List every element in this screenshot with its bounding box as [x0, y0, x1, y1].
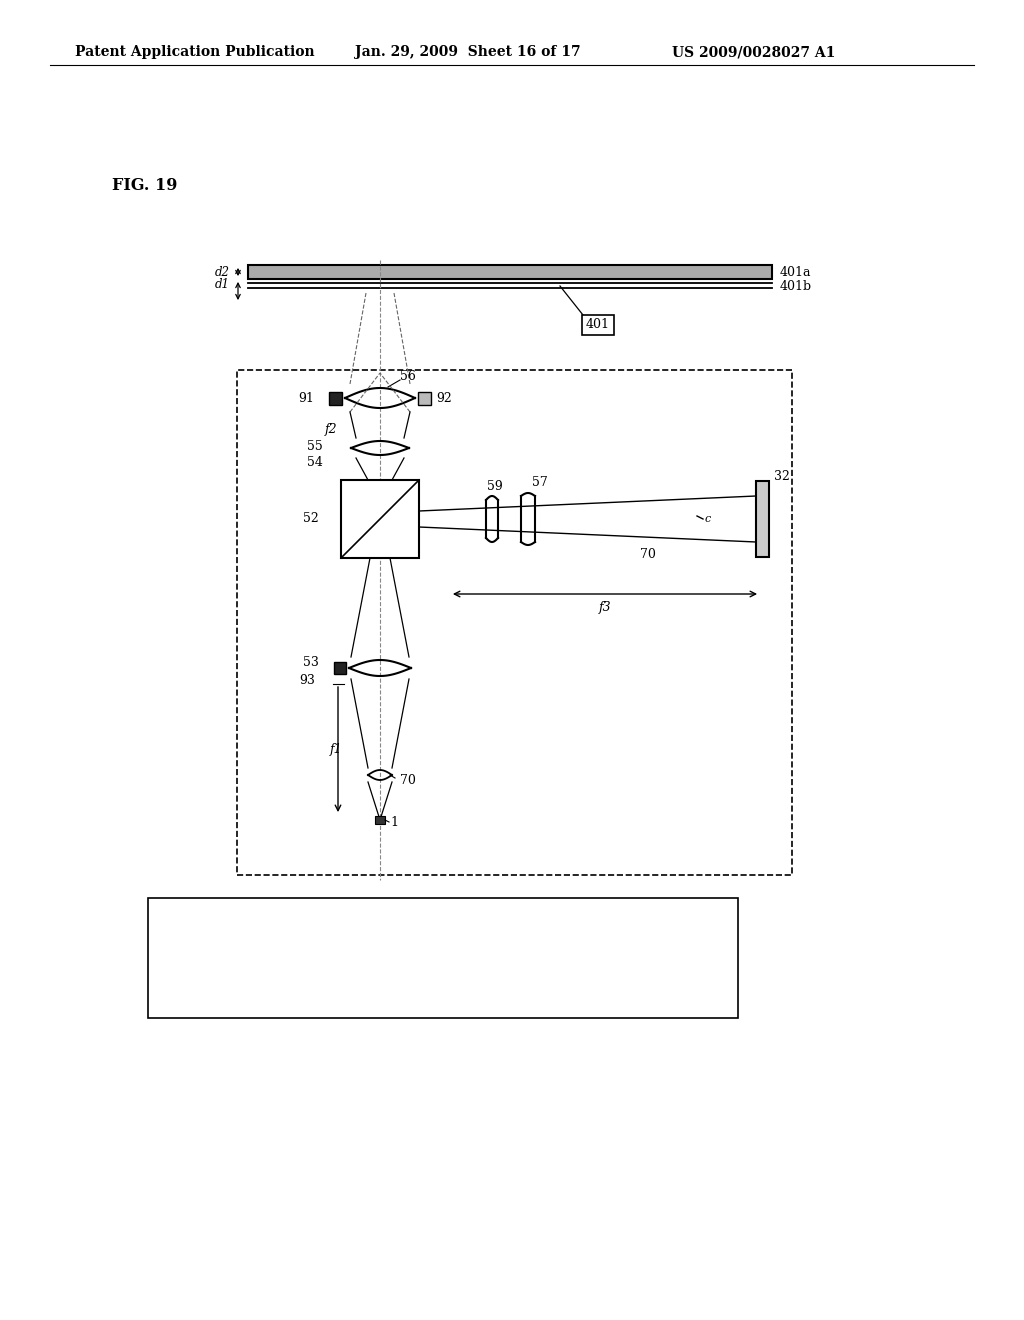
Text: 91: 91	[298, 392, 314, 404]
Bar	[329, 392, 342, 405]
Text: US 2009/0028027 A1: US 2009/0028027 A1	[672, 45, 836, 59]
Bar	[418, 392, 431, 405]
Text: 93: 93	[299, 673, 315, 686]
Text: 55: 55	[307, 440, 323, 453]
Text: d1: d1	[215, 277, 230, 290]
Text: 70: 70	[640, 548, 656, 561]
Bar	[375, 816, 385, 824]
Text: 401b: 401b	[780, 280, 812, 293]
Text: 401a: 401a	[780, 265, 811, 279]
Bar	[237, 370, 792, 875]
Text: c: c	[705, 513, 712, 524]
Text: 59: 59	[487, 479, 503, 492]
Bar	[248, 265, 772, 279]
Text: 54: 54	[307, 455, 323, 469]
Bar	[334, 663, 346, 675]
Text: f3: f3	[599, 601, 611, 614]
Text: 1: 1	[390, 816, 398, 829]
Bar	[341, 480, 419, 558]
Text: 53: 53	[303, 656, 319, 669]
Text: 92: 92	[436, 392, 452, 404]
Text: 52: 52	[303, 512, 319, 525]
Bar	[756, 480, 769, 557]
Text: 70: 70	[400, 774, 416, 787]
Bar	[148, 898, 738, 1018]
Text: 56: 56	[400, 370, 416, 383]
Text: FIG. 19: FIG. 19	[112, 177, 177, 194]
Text: Jan. 29, 2009  Sheet 16 of 17: Jan. 29, 2009 Sheet 16 of 17	[355, 45, 581, 59]
Text: f2: f2	[325, 422, 338, 436]
Text: f1: f1	[330, 742, 343, 755]
Text: d2: d2	[215, 265, 230, 279]
Text: 32: 32	[774, 470, 790, 483]
Text: 401: 401	[586, 318, 610, 331]
Text: 57: 57	[532, 477, 548, 490]
Text: Patent Application Publication: Patent Application Publication	[75, 45, 314, 59]
